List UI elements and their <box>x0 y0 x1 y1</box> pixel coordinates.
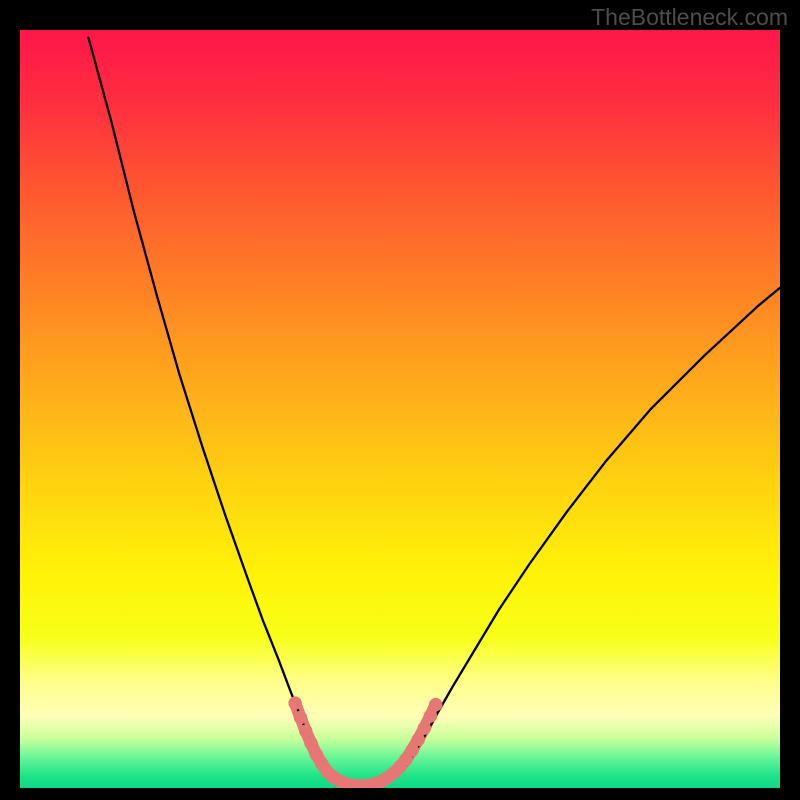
highlight-marker <box>430 698 442 710</box>
highlight-marker <box>300 725 312 737</box>
chart-stage: TheBottleneck.com <box>0 0 800 800</box>
watermark-text: TheBottleneck.com <box>591 4 788 31</box>
highlight-marker <box>289 697 301 709</box>
chart-frame <box>0 0 800 800</box>
highlight-marker <box>294 711 306 723</box>
highlight-marker <box>424 710 436 722</box>
highlight-marker <box>305 737 317 749</box>
bottleneck-curve <box>88 38 780 786</box>
chart-svg <box>20 30 780 788</box>
highlight-marker <box>418 722 430 734</box>
highlight-markers <box>289 697 442 788</box>
highlight-marker <box>412 733 424 745</box>
